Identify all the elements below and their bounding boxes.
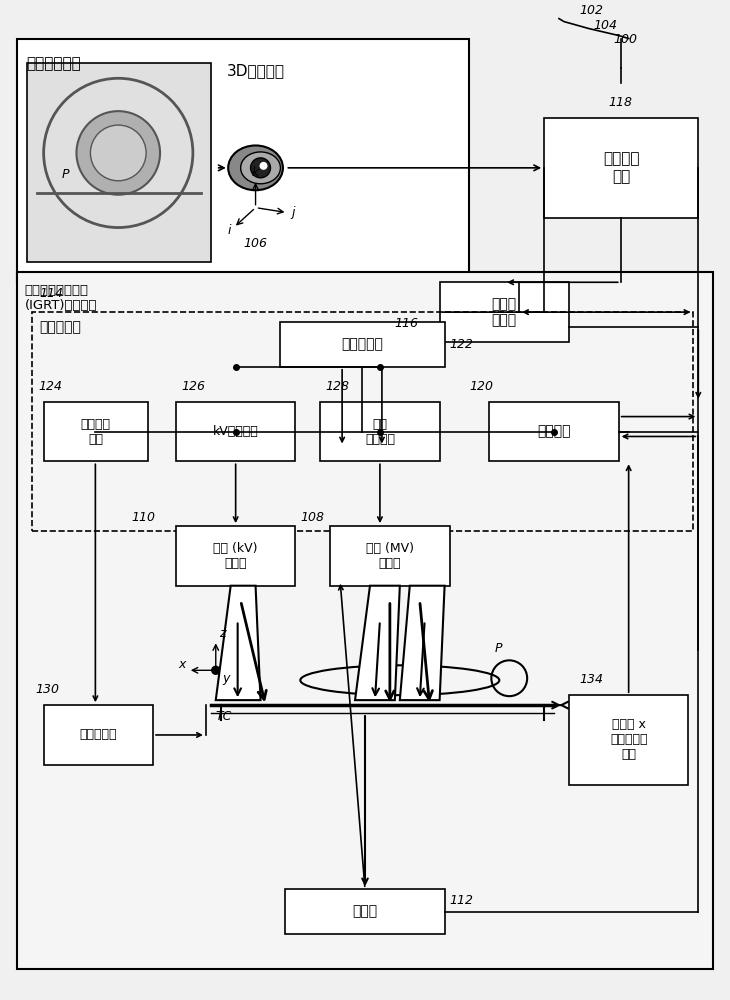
Text: 成像 (kV)
放射源: 成像 (kV) 放射源 [213,542,258,570]
Text: k: k [252,166,259,179]
Text: 操作员
工作站: 操作员 工作站 [492,297,517,327]
Text: 110: 110 [131,511,155,524]
Text: 116: 116 [395,317,419,330]
Text: 128: 128 [325,380,349,393]
Text: 基于非 x
射线的定位
感测: 基于非 x 射线的定位 感测 [610,718,648,761]
Circle shape [91,125,146,181]
Text: 122: 122 [450,338,474,351]
Text: 处理电路: 处理电路 [537,425,571,439]
FancyBboxPatch shape [320,402,439,461]
Text: 104: 104 [593,19,618,32]
Text: 120: 120 [469,380,493,393]
FancyBboxPatch shape [27,63,211,262]
Ellipse shape [228,145,283,190]
Text: x: x [178,658,185,671]
Text: 治疗计划
系统: 治疗计划 系统 [603,152,639,184]
Ellipse shape [241,152,280,184]
Text: 躺椅定位
控制: 躺椅定位 控制 [81,418,111,446]
Text: 治疗
放射控制: 治疗 放射控制 [365,418,395,446]
Text: 102: 102 [579,4,603,17]
FancyBboxPatch shape [330,526,450,586]
FancyBboxPatch shape [44,705,153,765]
Text: 检测器控制: 检测器控制 [342,337,383,351]
FancyBboxPatch shape [17,272,713,969]
Text: 126: 126 [181,380,205,393]
Text: 106: 106 [244,237,268,250]
Text: TC: TC [216,710,232,723]
Text: j: j [291,206,295,219]
FancyBboxPatch shape [569,695,688,785]
Text: 检测器: 检测器 [353,905,377,919]
FancyBboxPatch shape [489,402,619,461]
FancyBboxPatch shape [280,322,445,367]
Text: i: i [228,224,231,237]
Circle shape [250,158,271,178]
Circle shape [260,162,267,170]
Text: 3D参考图像: 3D参考图像 [226,63,285,78]
FancyBboxPatch shape [176,526,296,586]
Polygon shape [355,586,400,700]
Text: y: y [223,672,230,685]
Text: 134: 134 [579,673,603,686]
Polygon shape [216,586,261,700]
Text: 112: 112 [450,894,474,907]
Text: 系统控制器: 系统控制器 [39,320,82,334]
Text: 124: 124 [39,380,63,393]
Circle shape [212,666,220,674]
Text: kV放射控制: kV放射控制 [212,425,258,438]
Circle shape [77,111,160,195]
Text: 114: 114 [39,287,64,300]
Polygon shape [400,586,445,700]
FancyBboxPatch shape [544,118,699,218]
Text: 130: 130 [36,683,60,696]
Text: 118: 118 [609,96,633,109]
Text: z: z [219,627,226,640]
Text: P: P [494,642,502,655]
Text: 108: 108 [300,511,324,524]
Text: 躺椅定位器: 躺椅定位器 [80,728,117,741]
FancyBboxPatch shape [439,282,569,342]
FancyBboxPatch shape [176,402,296,461]
Text: 治疗 (MV)
放射源: 治疗 (MV) 放射源 [366,542,414,570]
Text: 图像引导放射治疗
(IGRT)递送系统: 图像引导放射治疗 (IGRT)递送系统 [25,284,97,312]
FancyBboxPatch shape [17,39,469,282]
FancyBboxPatch shape [44,402,148,461]
Text: P: P [61,168,69,181]
Text: 参考成像系统: 参考成像系统 [27,56,82,71]
Text: 100: 100 [614,33,638,46]
FancyBboxPatch shape [285,889,445,934]
